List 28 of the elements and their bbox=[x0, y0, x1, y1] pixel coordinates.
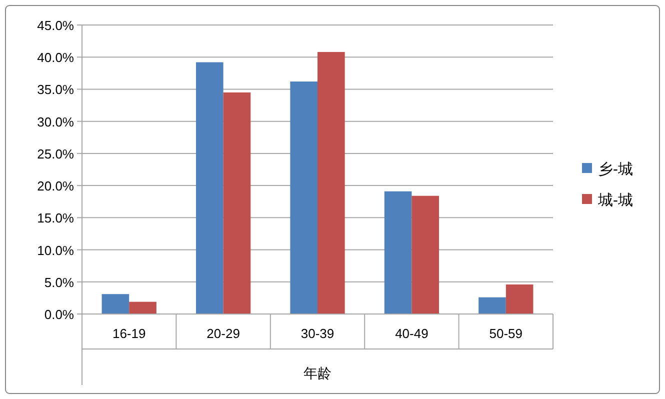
x-tick-label: 20-29 bbox=[206, 326, 240, 341]
bar bbox=[506, 284, 534, 314]
legend-label: 乡-城 bbox=[598, 161, 633, 178]
bar bbox=[412, 196, 440, 314]
bar bbox=[290, 82, 318, 314]
y-tick-label: 40.0% bbox=[37, 50, 74, 66]
bar bbox=[196, 62, 224, 314]
bar bbox=[102, 294, 130, 314]
y-tick-label: 25.0% bbox=[37, 146, 74, 162]
x-tick-label: 16-19 bbox=[112, 326, 146, 341]
x-tick-label: 30-39 bbox=[300, 326, 334, 341]
x-tick-label: 40-49 bbox=[395, 326, 428, 341]
y-tick-label: 30.0% bbox=[37, 114, 74, 130]
y-tick-label: 5.0% bbox=[44, 274, 74, 290]
y-tick-label: 10.0% bbox=[37, 242, 74, 258]
y-tick-label: 0.0% bbox=[44, 307, 74, 322]
bar bbox=[318, 52, 345, 314]
y-tick-label: 35.0% bbox=[37, 82, 74, 98]
bar bbox=[384, 191, 412, 314]
bar bbox=[223, 92, 251, 314]
y-tick-label: 20.0% bbox=[37, 178, 74, 194]
x-tick-label: 50-59 bbox=[489, 326, 523, 341]
legend-label: 城-城 bbox=[597, 192, 633, 209]
y-tick-label: 15.0% bbox=[37, 210, 74, 226]
bar bbox=[478, 297, 506, 314]
y-tick-label: 45.0% bbox=[37, 18, 74, 33]
x-axis-title: 年龄 bbox=[304, 365, 332, 381]
bar bbox=[129, 302, 156, 314]
